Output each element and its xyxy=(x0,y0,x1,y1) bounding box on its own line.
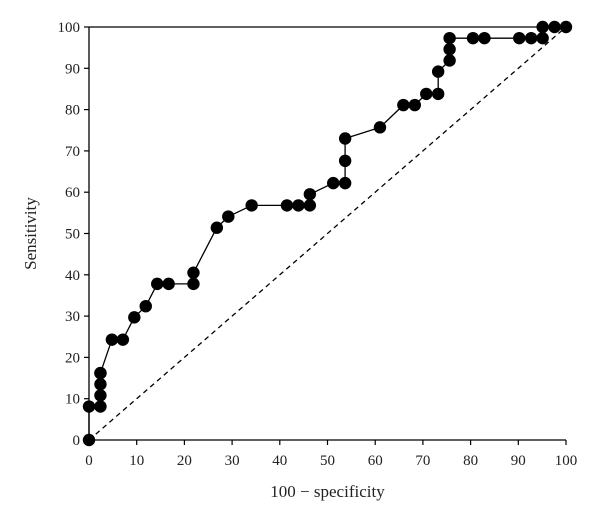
roc-point xyxy=(431,87,445,101)
roc-points-layer xyxy=(82,20,573,447)
roc-point xyxy=(338,176,352,190)
roc-point xyxy=(105,333,119,346)
roc-point xyxy=(245,199,258,212)
y-tick-label: 100 xyxy=(58,20,81,36)
x-tick-label: 80 xyxy=(463,453,478,469)
roc-point xyxy=(139,299,152,313)
roc-point xyxy=(408,98,421,112)
y-tick-label: 40 xyxy=(65,268,80,284)
roc-point xyxy=(443,54,456,67)
roc-point xyxy=(443,43,456,56)
y-tick-label: 70 xyxy=(65,144,80,160)
x-tick-label: 50 xyxy=(320,453,335,469)
roc-point xyxy=(292,199,305,212)
roc-point xyxy=(420,87,433,101)
x-tick-label: 70 xyxy=(415,453,430,469)
reference-line-layer xyxy=(88,26,567,441)
roc-point xyxy=(280,199,294,212)
roc-point xyxy=(478,31,491,45)
roc-point xyxy=(397,98,410,112)
roc-point xyxy=(466,31,480,45)
roc-point xyxy=(162,277,175,291)
roc-point xyxy=(151,277,164,291)
y-tick-label: 30 xyxy=(65,309,80,325)
y-tick-label: 10 xyxy=(65,392,80,408)
y-tick-label: 90 xyxy=(65,61,80,77)
roc-point xyxy=(128,311,141,324)
roc-point xyxy=(524,31,538,45)
reference-diagonal-line xyxy=(88,26,567,441)
y-tick-label: 50 xyxy=(65,227,80,243)
x-tick-label: 10 xyxy=(129,453,144,469)
roc-point xyxy=(431,65,445,78)
roc-point xyxy=(210,221,224,234)
y-ticks-layer: 0 10 20 30 40 50 60 70 80 90 100 xyxy=(58,20,89,449)
x-tick-label: 90 xyxy=(511,453,526,469)
x-ticks-layer: 0 10 20 30 40 50 60 70 80 90 100 xyxy=(85,440,577,469)
roc-point xyxy=(443,31,456,45)
roc-point xyxy=(222,210,235,223)
roc-point xyxy=(94,400,107,413)
y-axis-title: Sensitivity xyxy=(21,197,40,270)
roc-point xyxy=(303,188,317,201)
roc-point xyxy=(373,121,387,134)
roc-point xyxy=(94,366,107,380)
x-tick-label: 20 xyxy=(177,453,192,469)
y-tick-label: 20 xyxy=(65,350,80,366)
y-tick-label: 0 xyxy=(73,433,81,449)
x-tick-label: 100 xyxy=(555,453,578,469)
x-tick-label: 40 xyxy=(272,453,287,469)
roc-point xyxy=(327,176,340,190)
roc-point xyxy=(187,277,200,291)
roc-point xyxy=(338,132,352,145)
roc-point xyxy=(303,199,317,212)
roc-point xyxy=(338,154,352,168)
roc-point xyxy=(116,333,130,346)
roc-point xyxy=(187,266,200,279)
roc-point xyxy=(94,378,107,391)
x-tick-label: 60 xyxy=(368,453,383,469)
x-tick-label: 0 xyxy=(85,453,93,469)
x-tick-label: 30 xyxy=(225,453,240,469)
x-axis-title: 100 − specificity xyxy=(270,482,385,501)
roc-point xyxy=(536,31,549,45)
roc-point xyxy=(94,389,107,402)
y-tick-label: 80 xyxy=(65,103,80,119)
y-tick-label: 60 xyxy=(65,185,80,201)
roc-point xyxy=(513,31,526,45)
